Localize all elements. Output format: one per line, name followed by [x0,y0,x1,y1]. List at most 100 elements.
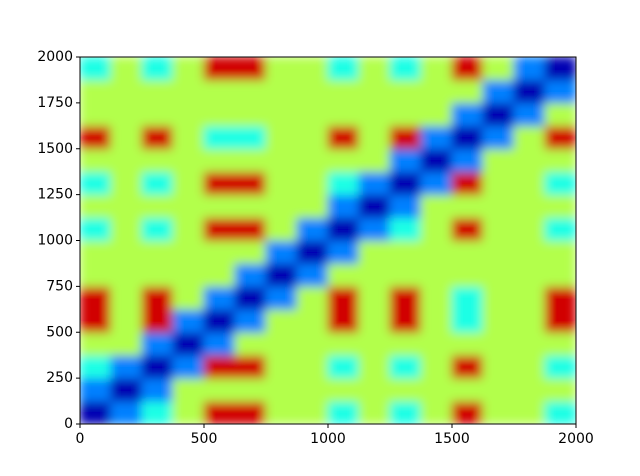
heatmap-cell [513,354,546,379]
heatmap-cell [203,57,236,81]
heatmap-cell [420,240,453,264]
heatmap-cell [420,331,453,356]
y-tick-label: 500 [46,324,73,340]
heatmap-cell [327,400,360,424]
heatmap-cell [80,102,112,127]
heatmap-cell [327,102,360,127]
heatmap-cell [80,217,112,241]
heatmap-cell [327,57,360,81]
heatmap-cell [482,240,515,264]
heatmap-cell [110,331,143,356]
heatmap-cell [141,102,174,127]
heatmap-cell [451,102,484,127]
heatmap-cell [544,102,576,127]
heatmap-cell [327,262,360,287]
heatmap-cell [296,331,329,356]
heatmap-cell [141,285,174,310]
heatmap-cell [544,285,576,310]
heatmap-cell [296,217,329,241]
heatmap-cell [80,400,112,424]
heatmap-cell [513,148,546,173]
heatmap-cell [327,171,360,196]
heatmap-cell [513,377,546,402]
heatmap-cell [327,194,360,219]
heatmap-cell [544,171,576,196]
heatmap-cell [327,240,360,264]
heatmap-cell [389,171,422,196]
heatmap-cell [327,377,360,402]
heatmap-cell [451,354,484,379]
heatmap-cell [172,102,205,127]
y-tick-label: 1250 [37,187,73,203]
heatmap-cell [513,217,546,241]
heatmap-cell [265,240,298,264]
heatmap-cell [172,79,205,104]
heatmap-cell [172,331,205,356]
heatmap-cell [420,262,453,287]
heatmap-cell [265,102,298,127]
heatmap-cell [482,217,515,241]
heatmap-cell [358,377,391,402]
heatmap-cell [358,102,391,127]
heatmap-cell [265,148,298,173]
heatmap-cell [389,125,422,150]
heatmap-cell [203,217,236,241]
heatmap-cell [389,240,422,264]
heatmap-cell [110,148,143,173]
heatmap-cell [80,79,112,104]
heatmap-cell [110,217,143,241]
heatmap-cell [513,262,546,287]
heatmap-cell [513,194,546,219]
heatmap-cell [389,331,422,356]
heatmap-cell [110,79,143,104]
heatmap-cell [234,400,267,424]
y-tick-label: 1000 [37,233,73,249]
heatmap-cell [513,125,546,150]
heatmap-cell [234,217,267,241]
heatmap-cell [389,57,422,81]
x-tick-label: 2000 [558,431,594,447]
heatmap-cell [451,125,484,150]
heatmap-cell [358,194,391,219]
heatmap-cell [172,308,205,333]
heatmap-cell [296,194,329,219]
heatmap-cell [389,262,422,287]
heatmap-cell [513,400,546,424]
heatmap-cell [420,194,453,219]
heatmap-cell [110,354,143,379]
heatmap-cell [358,217,391,241]
heatmap-cell [482,148,515,173]
heatmap-cell [420,377,453,402]
heatmap-cell [265,285,298,310]
heatmap-cell [110,171,143,196]
heatmap-cell [513,57,546,81]
heatmap-cell [234,240,267,264]
heatmap-cell [80,148,112,173]
heatmap-cell [296,148,329,173]
heatmap-cell [110,308,143,333]
heatmap-cell [296,79,329,104]
heatmap-cell [327,148,360,173]
heatmap-cell [234,171,267,196]
heatmap-cell [296,354,329,379]
heatmap-cell [358,308,391,333]
heatmap-cell [451,171,484,196]
heatmap-cell [389,217,422,241]
heatmap-cell [482,171,515,196]
y-tick-label: 1750 [37,95,73,111]
heatmap-cell [420,102,453,127]
heatmap-cell [296,171,329,196]
heatmap-cell [141,400,174,424]
heatmap-cell [80,377,112,402]
heatmap-cell [389,148,422,173]
heatmap-cell [451,377,484,402]
heatmap-cell [358,125,391,150]
heatmap-cell [110,57,143,81]
heatmap-cell [544,240,576,264]
heatmap-cell [358,285,391,310]
heatmap-cell [327,125,360,150]
heatmap-cell [513,285,546,310]
heatmap-cell [234,285,267,310]
heatmap-cell [172,171,205,196]
